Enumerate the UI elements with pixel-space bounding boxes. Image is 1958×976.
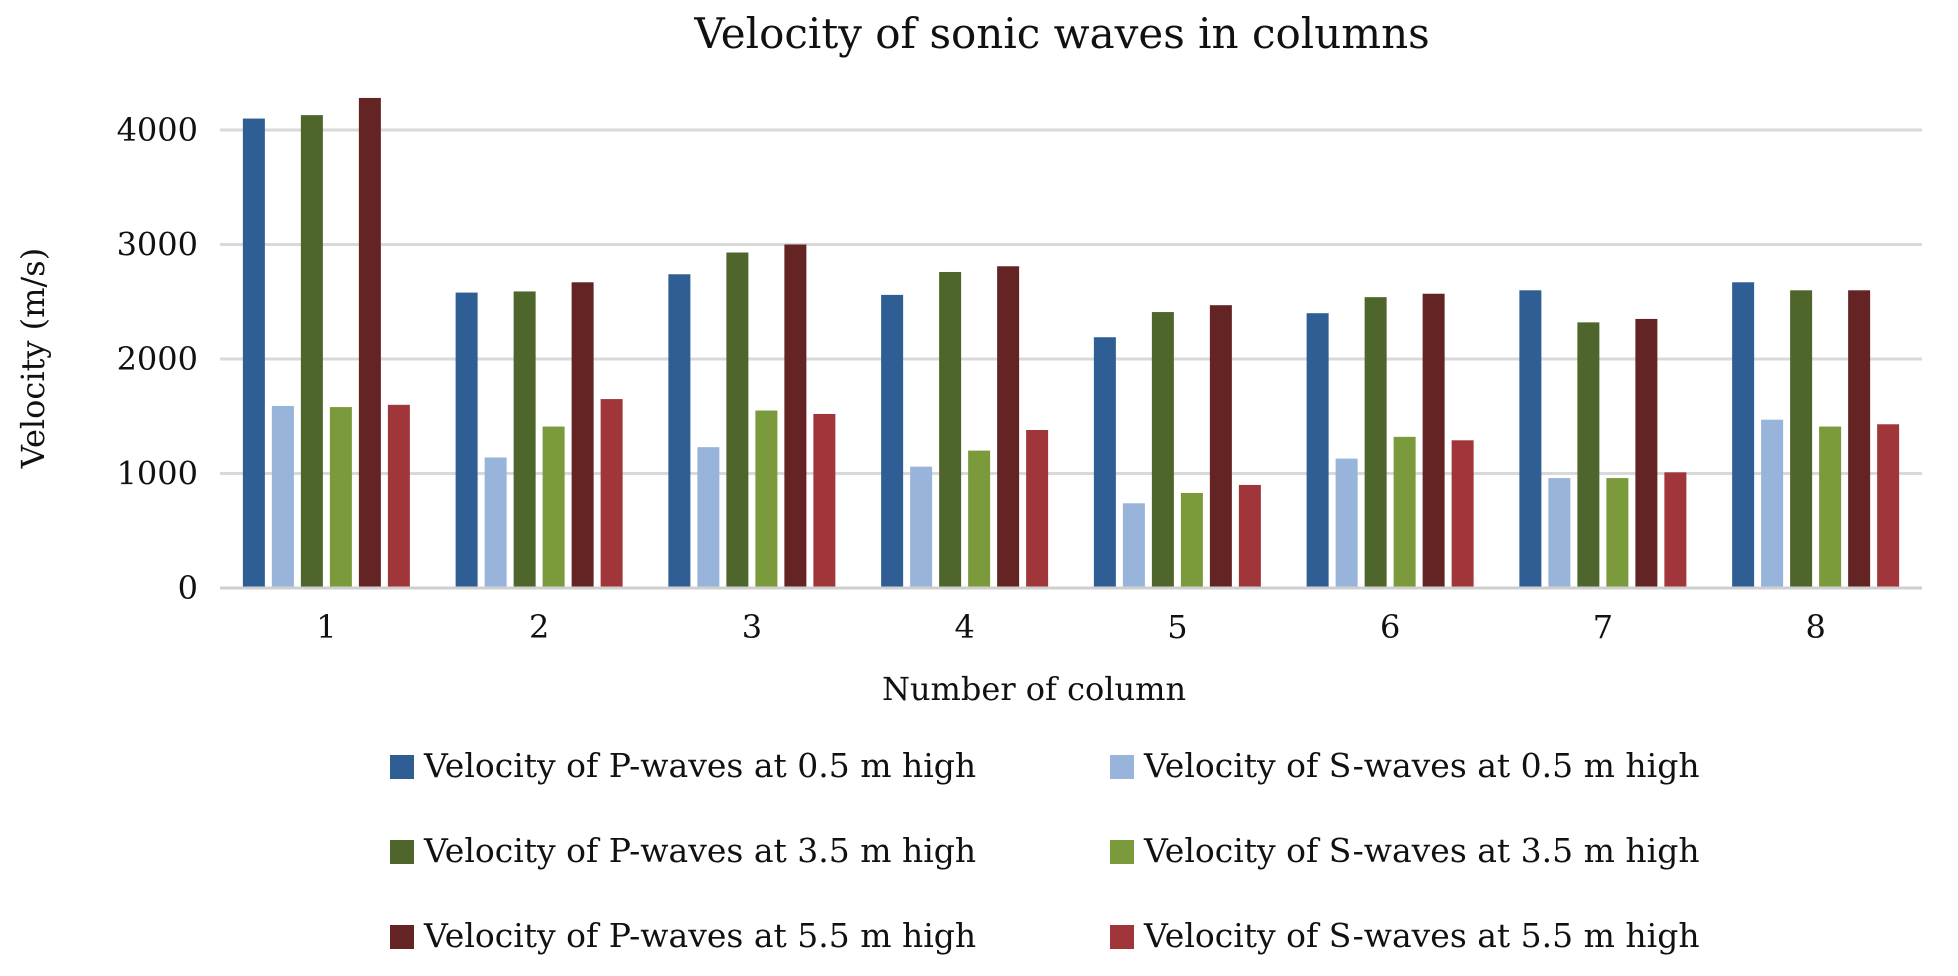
- bar: [455, 292, 478, 588]
- legend: Velocity of P-waves at 0.5 m high Velocit…: [390, 746, 1700, 955]
- x-tick-label: 6: [1380, 608, 1400, 646]
- legend-label: Velocity of P-waves at 3.5 m high: [423, 831, 976, 870]
- bar: [1635, 318, 1658, 588]
- bar: [387, 404, 410, 588]
- legend-swatch: [1110, 925, 1134, 949]
- bar: [571, 282, 594, 588]
- bar: [1238, 484, 1261, 588]
- bar: [939, 271, 962, 588]
- bar: [600, 399, 623, 588]
- legend-label: Velocity of P-waves at 0.5 m high: [423, 746, 976, 785]
- bar: [1761, 419, 1784, 588]
- bar: [1451, 440, 1474, 588]
- bars: [242, 97, 1900, 589]
- legend-swatch: [1110, 755, 1134, 779]
- x-tick-label: 4: [954, 608, 974, 646]
- bar: [697, 447, 720, 588]
- bar: [1664, 472, 1687, 588]
- bar: [542, 426, 565, 588]
- y-axis-ticks: 0 1000 2000 3000 4000: [117, 111, 198, 607]
- bar: [1364, 297, 1387, 588]
- bar: [358, 97, 381, 588]
- legend-label: Velocity of P-waves at 5.5 m high: [423, 916, 976, 955]
- bar: [813, 413, 836, 588]
- bar: [784, 244, 807, 588]
- y-axis-label: Velocity (m/s): [14, 248, 52, 469]
- y-tick-label: 3000: [117, 226, 198, 264]
- bar: [668, 274, 691, 588]
- bar: [1548, 478, 1571, 588]
- x-tick-label: 8: [1805, 608, 1825, 646]
- bar: [1151, 312, 1174, 588]
- bar: [1335, 458, 1358, 588]
- bar: [1026, 429, 1049, 588]
- legend-label: Velocity of S-waves at 0.5 m high: [1143, 746, 1700, 785]
- bar: [300, 115, 323, 589]
- x-tick-label: 3: [742, 608, 762, 646]
- legend-swatch: [390, 840, 414, 864]
- bar: [1393, 436, 1416, 588]
- bar: [242, 118, 265, 589]
- y-tick-label: 4000: [117, 111, 198, 149]
- bar: [726, 252, 749, 588]
- chart-title: Velocity of sonic waves in columns: [693, 9, 1429, 58]
- y-tick-label: 2000: [117, 340, 198, 378]
- bar: [1606, 478, 1629, 588]
- x-axis-ticks: 1 2 3 4 5 6 7 8: [316, 608, 1826, 646]
- bar: [968, 450, 991, 588]
- y-tick-label: 0: [178, 569, 198, 607]
- bar: [1877, 424, 1900, 588]
- bar: [1306, 313, 1329, 588]
- bar: [1848, 290, 1871, 588]
- legend-swatch: [390, 755, 414, 779]
- x-tick-label: 1: [316, 608, 336, 646]
- bar: [1790, 290, 1813, 588]
- bar: [1180, 492, 1203, 588]
- bar: [484, 457, 507, 588]
- bar: [329, 407, 352, 588]
- bar: [1093, 337, 1116, 588]
- bar: [1122, 503, 1145, 588]
- y-tick-label: 1000: [117, 455, 198, 493]
- bar: [1519, 290, 1542, 588]
- bar: [1577, 322, 1600, 588]
- bar: [910, 466, 933, 588]
- x-tick-label: 7: [1593, 608, 1613, 646]
- bar: [755, 410, 778, 588]
- legend-label: Velocity of S-waves at 5.5 m high: [1143, 916, 1700, 955]
- bar: [1732, 282, 1755, 588]
- x-tick-label: 2: [529, 608, 549, 646]
- bar: [271, 405, 294, 588]
- legend-label: Velocity of S-waves at 3.5 m high: [1143, 831, 1700, 870]
- bar: [513, 291, 536, 588]
- legend-swatch: [1110, 840, 1134, 864]
- bar: [1819, 426, 1842, 588]
- bar: [1422, 293, 1445, 588]
- bar: [1209, 305, 1232, 588]
- legend-swatch: [390, 925, 414, 949]
- bar: [881, 294, 904, 588]
- x-axis-label: Number of column: [882, 670, 1186, 708]
- x-tick-label: 5: [1167, 608, 1187, 646]
- bar: [997, 266, 1020, 588]
